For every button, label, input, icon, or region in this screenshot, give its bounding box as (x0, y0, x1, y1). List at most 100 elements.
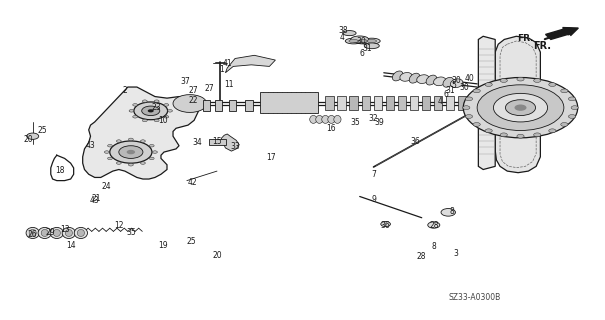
Circle shape (485, 129, 492, 133)
Polygon shape (83, 87, 200, 179)
Ellipse shape (50, 228, 64, 238)
Circle shape (152, 151, 157, 153)
Circle shape (463, 106, 470, 109)
Text: 2: 2 (122, 86, 127, 95)
Circle shape (149, 157, 154, 160)
Circle shape (500, 133, 508, 137)
Circle shape (549, 129, 556, 133)
Text: 13: 13 (60, 225, 70, 234)
Circle shape (477, 85, 564, 131)
Text: 26: 26 (28, 230, 38, 239)
Ellipse shape (349, 39, 359, 43)
Text: 7: 7 (371, 170, 376, 179)
Text: 27: 27 (204, 84, 214, 93)
Bar (209, 139, 226, 145)
Circle shape (148, 109, 154, 112)
Ellipse shape (434, 77, 446, 86)
Circle shape (164, 104, 169, 106)
Text: 20: 20 (24, 135, 33, 144)
Bar (325, 96, 334, 110)
Text: 8: 8 (431, 242, 436, 251)
Ellipse shape (417, 75, 429, 84)
Ellipse shape (367, 39, 376, 43)
Text: 20: 20 (212, 251, 222, 260)
Ellipse shape (29, 229, 36, 236)
Circle shape (128, 164, 133, 166)
Text: 33: 33 (230, 142, 240, 151)
Ellipse shape (358, 39, 368, 43)
Circle shape (154, 119, 159, 122)
Text: 34: 34 (192, 138, 202, 147)
Bar (215, 100, 223, 111)
Text: 8: 8 (450, 207, 454, 216)
FancyArrow shape (546, 28, 578, 39)
Bar (362, 96, 370, 110)
Circle shape (132, 104, 137, 106)
Text: 12: 12 (114, 221, 123, 230)
Circle shape (534, 133, 541, 137)
Circle shape (549, 83, 556, 86)
Text: 22: 22 (188, 96, 198, 105)
Text: 28: 28 (429, 221, 439, 230)
Ellipse shape (53, 229, 60, 236)
Text: 6: 6 (443, 91, 448, 100)
Text: 31: 31 (445, 86, 455, 95)
Bar (434, 96, 442, 110)
Text: 28: 28 (417, 252, 427, 261)
Circle shape (473, 123, 480, 126)
Text: 21: 21 (92, 194, 101, 203)
Circle shape (465, 115, 473, 118)
Text: 38: 38 (339, 26, 348, 35)
Circle shape (108, 157, 113, 160)
Circle shape (140, 162, 145, 164)
Circle shape (164, 116, 169, 118)
Circle shape (428, 222, 440, 228)
Bar (203, 100, 211, 111)
Bar (373, 96, 382, 110)
Circle shape (494, 93, 548, 122)
Text: 32: 32 (369, 114, 378, 123)
Text: 9: 9 (371, 195, 376, 204)
Text: 6: 6 (359, 49, 364, 58)
Ellipse shape (364, 43, 379, 49)
Ellipse shape (334, 116, 341, 124)
Bar (422, 96, 430, 110)
Polygon shape (260, 92, 318, 113)
Text: 36: 36 (411, 137, 420, 146)
Text: 29: 29 (46, 228, 56, 237)
Ellipse shape (451, 79, 463, 88)
Circle shape (173, 95, 207, 112)
Circle shape (105, 151, 109, 153)
Bar (338, 96, 346, 110)
Text: 37: 37 (180, 77, 190, 86)
Bar (385, 96, 394, 110)
Text: 30: 30 (459, 83, 469, 92)
Circle shape (27, 133, 39, 140)
Text: 36: 36 (381, 220, 390, 229)
Bar (458, 96, 466, 110)
Ellipse shape (26, 228, 39, 238)
Text: 4: 4 (339, 33, 344, 42)
Circle shape (571, 106, 578, 109)
Circle shape (569, 115, 576, 118)
Polygon shape (226, 55, 275, 73)
Text: 1: 1 (219, 65, 224, 74)
Circle shape (132, 116, 137, 118)
Circle shape (463, 77, 578, 138)
Ellipse shape (345, 38, 362, 44)
Circle shape (142, 100, 147, 102)
Bar (229, 100, 237, 111)
Circle shape (505, 100, 535, 116)
Circle shape (154, 100, 159, 102)
Text: 18: 18 (56, 166, 65, 175)
Text: 14: 14 (66, 241, 76, 250)
Circle shape (116, 162, 121, 164)
Bar (245, 100, 252, 111)
Text: 19: 19 (158, 241, 168, 250)
Circle shape (500, 79, 508, 83)
Text: FR.: FR. (533, 41, 551, 52)
Ellipse shape (41, 229, 48, 236)
Ellipse shape (328, 116, 335, 124)
Circle shape (185, 101, 195, 106)
Circle shape (116, 140, 121, 142)
